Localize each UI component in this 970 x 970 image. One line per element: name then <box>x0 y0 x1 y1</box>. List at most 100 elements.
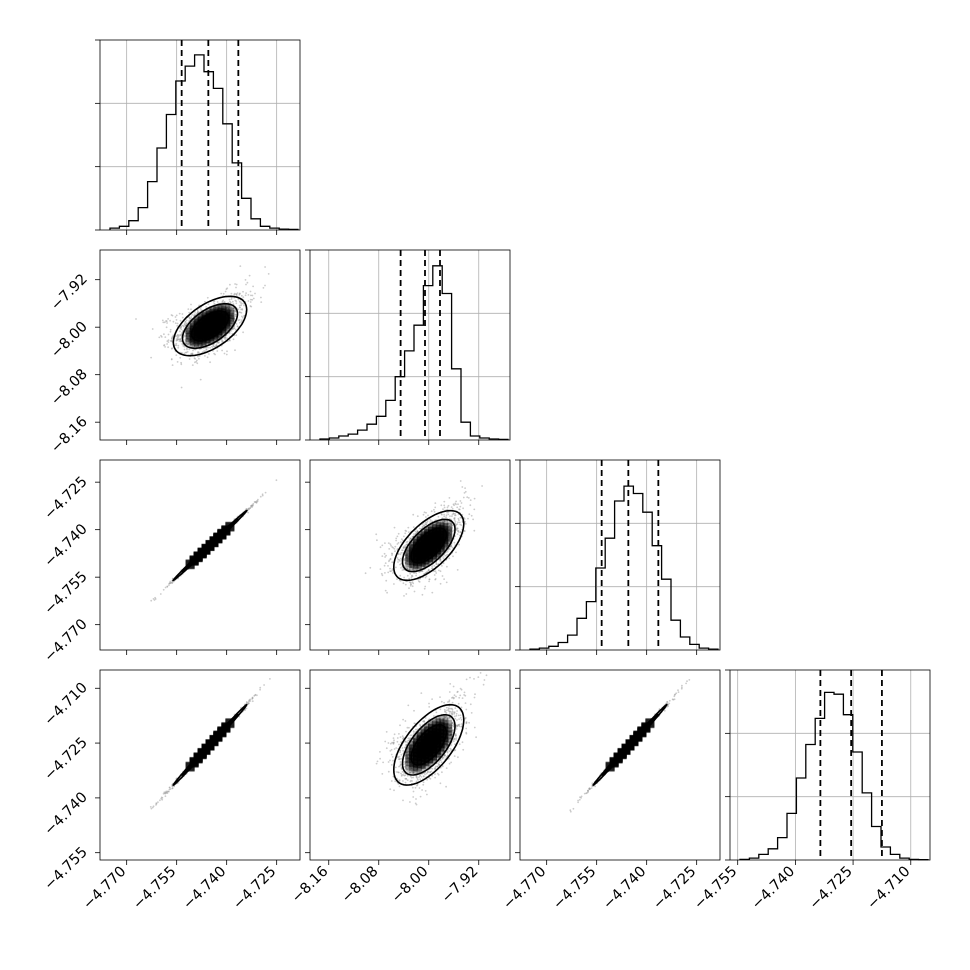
sample-point <box>423 565 426 568</box>
sample-point <box>415 572 418 575</box>
sample-point <box>451 546 454 549</box>
sample-point <box>423 587 426 590</box>
sample-point <box>240 294 243 297</box>
sample-point <box>176 322 179 325</box>
sample-point <box>441 548 443 551</box>
sample-point <box>389 543 392 545</box>
sample-point <box>215 344 218 347</box>
panel-frame <box>309 459 511 651</box>
sample-point <box>162 588 165 591</box>
sample-point <box>218 305 221 308</box>
sample-point <box>443 578 445 580</box>
sample-point <box>464 523 467 525</box>
sample-point <box>376 539 378 542</box>
sample-point <box>195 345 198 348</box>
density-cell <box>443 532 453 542</box>
sample-point <box>245 508 248 511</box>
sample-point <box>456 527 459 530</box>
sample-point <box>192 349 194 352</box>
density-cell <box>409 562 419 572</box>
sample-point <box>423 511 426 514</box>
sample-point <box>191 314 194 316</box>
sample-point <box>448 532 450 535</box>
sample-point <box>427 514 429 517</box>
sample-point <box>399 563 401 566</box>
panel-frame <box>729 669 931 861</box>
sample-point <box>396 535 399 538</box>
sample-point <box>196 312 199 315</box>
sample-point <box>221 340 223 343</box>
panel-frame <box>99 39 301 231</box>
sample-point <box>185 351 188 354</box>
sample-point <box>381 555 384 557</box>
sample-point <box>381 544 384 547</box>
contour-2 <box>401 518 456 573</box>
sample-point <box>443 500 446 503</box>
sample-point <box>196 343 199 345</box>
sample-point <box>451 524 454 527</box>
sample-point <box>421 593 424 596</box>
sample-point <box>172 580 175 583</box>
sample-point <box>455 500 457 503</box>
sample-point <box>226 350 228 353</box>
sample-point <box>180 361 183 364</box>
density-cell <box>443 529 453 539</box>
density-cell <box>435 548 445 558</box>
sample-point <box>229 283 231 286</box>
density-cell <box>435 519 445 529</box>
density-cell <box>443 520 453 530</box>
sample-point <box>435 563 438 566</box>
sample-point <box>237 319 240 322</box>
histogram-panel-1 <box>305 249 511 445</box>
sample-point <box>441 575 444 577</box>
sample-point <box>408 531 410 533</box>
sample-point <box>206 296 209 299</box>
sample-point <box>411 581 414 584</box>
sample-point <box>218 307 221 310</box>
sample-point <box>412 513 415 516</box>
sample-point <box>416 531 419 533</box>
sample-point <box>181 324 184 327</box>
sample-point <box>249 507 252 510</box>
sample-point <box>449 515 451 517</box>
sample-point <box>167 333 170 336</box>
histogram-panel-2 <box>515 459 721 655</box>
sample-point <box>168 584 170 586</box>
sample-point <box>222 304 225 307</box>
sample-point <box>434 506 437 509</box>
sample-point <box>163 344 165 347</box>
sample-point <box>186 328 189 330</box>
sample-point <box>459 505 462 508</box>
sample-point <box>196 362 199 365</box>
sample-point <box>216 301 219 303</box>
contour-3 <box>392 509 465 582</box>
panel-frame <box>309 249 511 441</box>
sample-point <box>235 293 238 295</box>
sample-point <box>180 328 183 331</box>
sample-point <box>428 580 430 583</box>
scatter-panel-2-1 <box>305 459 511 655</box>
sample-point <box>459 500 462 502</box>
sample-point <box>187 331 189 334</box>
sample-point <box>445 514 448 517</box>
sample-point <box>405 593 408 595</box>
sample-point <box>222 292 225 295</box>
sample-point <box>218 336 221 339</box>
sample-point <box>431 520 433 523</box>
sample-point <box>449 533 452 536</box>
density-cell <box>443 523 453 533</box>
sample-point <box>186 332 189 335</box>
sample-point <box>210 341 212 344</box>
sample-point <box>239 311 242 314</box>
sample-point <box>175 354 178 356</box>
sample-point <box>403 545 406 547</box>
sample-point <box>199 307 202 310</box>
sample-point <box>177 344 180 347</box>
sample-point <box>188 311 191 314</box>
sample-point <box>150 599 153 602</box>
sample-point <box>387 542 390 544</box>
sample-point <box>441 525 444 527</box>
density-cell <box>443 526 453 536</box>
sample-point <box>154 596 157 599</box>
sample-point <box>252 285 255 288</box>
